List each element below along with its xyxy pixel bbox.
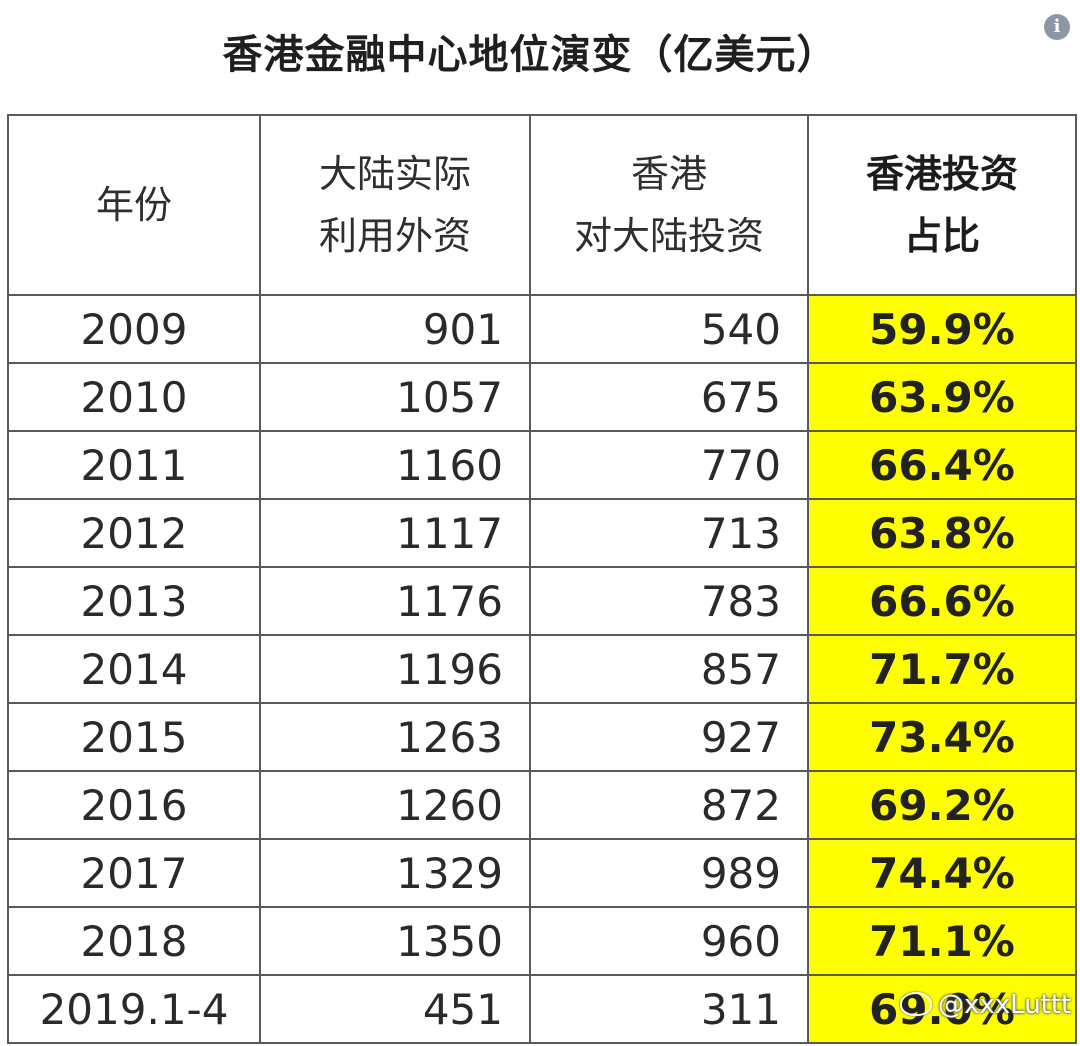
cell-year: 2019.1-4	[7, 974, 261, 1044]
header-hk-line1: 香港	[630, 152, 707, 196]
cell-fdi: 1160	[259, 430, 531, 500]
cell-hk-investment: 857	[529, 634, 809, 704]
cell-year: 2016	[7, 770, 261, 840]
watermark-text: @xxxLuttt	[938, 990, 1072, 1020]
cell-hk-investment: 540	[529, 294, 809, 364]
cell-hk-investment: 675	[529, 362, 809, 432]
table-row: 2014 1196 857 71.7%	[7, 634, 1077, 704]
table-row: 2010 1057 675 63.9%	[7, 362, 1077, 432]
cell-fdi: 451	[259, 974, 531, 1044]
cell-hk-share: 71.1%	[807, 906, 1077, 976]
table-row: 2013 1176 783 66.6%	[7, 566, 1077, 636]
cell-fdi: 901	[259, 294, 531, 364]
cell-year: 2012	[7, 498, 261, 568]
cell-hk-share: 66.4%	[807, 430, 1077, 500]
header-fdi-line2: 利用外资	[318, 214, 471, 258]
cell-fdi: 1057	[259, 362, 531, 432]
header-share-line1: 香港投资	[865, 152, 1018, 196]
cell-hk-share: 69.0%	[807, 974, 1077, 1044]
cell-hk-investment: 770	[529, 430, 809, 500]
cell-hk-investment: 927	[529, 702, 809, 772]
investment-table: 年份 大陆实际 利用外资 香港 对大陆投资 香港投资 占比 2009 901 5…	[7, 114, 1077, 1044]
cell-year: 2010	[7, 362, 261, 432]
cell-fdi: 1176	[259, 566, 531, 636]
cell-year: 2017	[7, 838, 261, 908]
cell-hk-investment: 713	[529, 498, 809, 568]
cell-year: 2011	[7, 430, 261, 500]
header-year-label: 年份	[95, 183, 172, 227]
cell-hk-share: 71.7%	[807, 634, 1077, 704]
header-hk-line2: 对大陆投资	[573, 214, 764, 258]
cell-fdi: 1329	[259, 838, 531, 908]
cell-hk-share: 63.9%	[807, 362, 1077, 432]
table-row: 2011 1160 770 66.4%	[7, 430, 1077, 500]
page-title: 香港金融中心地位演变（亿美元）	[222, 32, 838, 78]
cell-hk-share: 73.4%	[807, 702, 1077, 772]
cell-hk-investment: 783	[529, 566, 809, 636]
cell-year: 2014	[7, 634, 261, 704]
header-share-line2: 占比	[903, 214, 980, 258]
table-row: 2018 1350 960 71.1%	[7, 906, 1077, 976]
info-icon[interactable]: i	[1044, 14, 1070, 40]
header-fdi: 大陆实际 利用外资	[259, 114, 531, 296]
header-fdi-line1: 大陆实际	[318, 152, 471, 196]
cell-year: 2018	[7, 906, 261, 976]
cell-hk-share: 69.2%	[807, 770, 1077, 840]
cell-hk-share: 63.8%	[807, 498, 1077, 568]
table-header-row: 年份 大陆实际 利用外资 香港 对大陆投资 香港投资 占比	[7, 114, 1077, 296]
header-hk-investment: 香港 对大陆投资	[529, 114, 809, 296]
cell-hk-investment: 311	[529, 974, 809, 1044]
cell-hk-investment: 872	[529, 770, 809, 840]
cell-hk-share: 59.9%	[807, 294, 1077, 364]
cell-fdi: 1263	[259, 702, 531, 772]
cell-hk-investment: 989	[529, 838, 809, 908]
table-row: 2016 1260 872 69.2%	[7, 770, 1077, 840]
cell-hk-share: 74.4%	[807, 838, 1077, 908]
cell-year: 2013	[7, 566, 261, 636]
cell-fdi: 1350	[259, 906, 531, 976]
table-row: 2015 1263 927 73.4%	[7, 702, 1077, 772]
table-row: 2019.1-4 451 311 69.0%	[7, 974, 1077, 1044]
table-row: 2017 1329 989 74.4%	[7, 838, 1077, 908]
cell-year: 2009	[7, 294, 261, 364]
cell-hk-investment: 960	[529, 906, 809, 976]
cell-fdi: 1196	[259, 634, 531, 704]
cell-year: 2015	[7, 702, 261, 772]
header-hk-share: 香港投资 占比	[807, 114, 1077, 296]
cell-fdi: 1117	[259, 498, 531, 568]
cell-hk-share: 66.6%	[807, 566, 1077, 636]
cell-fdi: 1260	[259, 770, 531, 840]
header-year: 年份	[7, 114, 261, 296]
table-row: 2012 1117 713 63.8%	[7, 498, 1077, 568]
weibo-watermark: @xxxLuttt	[900, 990, 1071, 1020]
weibo-icon	[900, 992, 932, 1016]
table-row: 2009 901 540 59.9%	[7, 294, 1077, 364]
